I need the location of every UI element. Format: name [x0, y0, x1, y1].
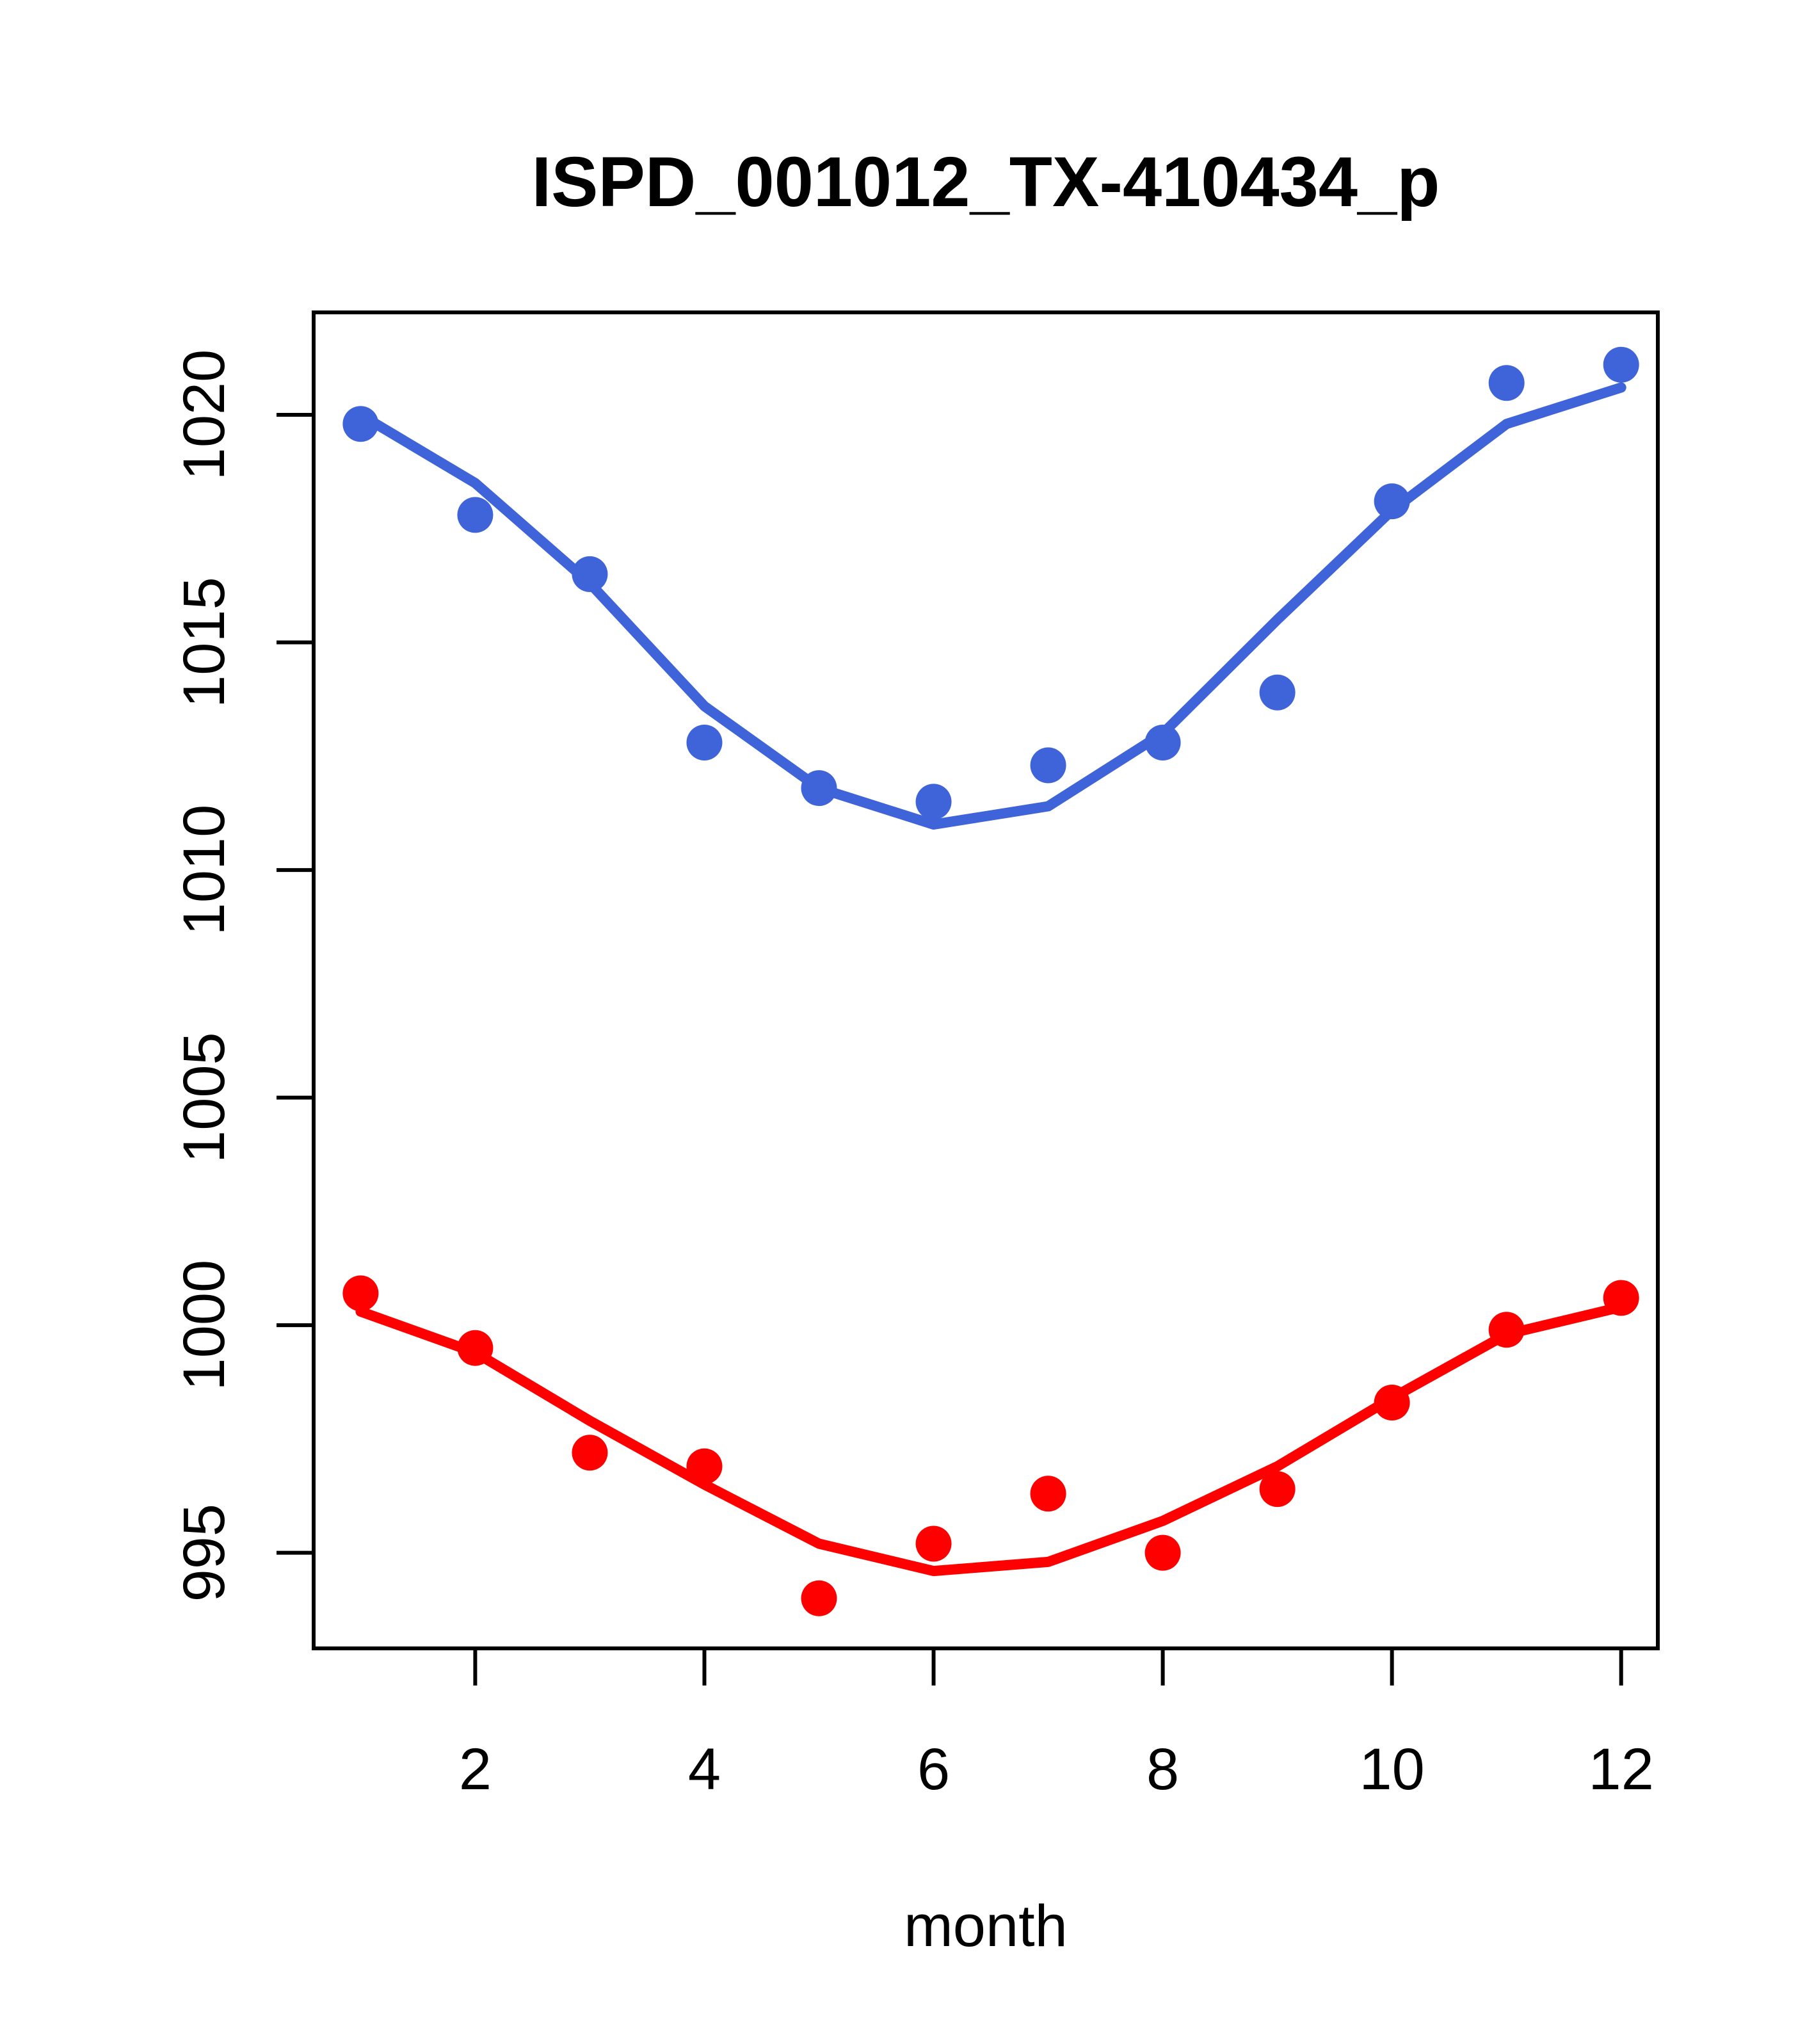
- series-1-point: [686, 724, 723, 760]
- axis-title-x: month: [904, 1894, 1068, 1959]
- x-tick-label: 4: [688, 1737, 721, 1802]
- series-1-point: [457, 497, 494, 533]
- x-tick-label: 12: [1589, 1737, 1654, 1802]
- series-2-point: [915, 1525, 952, 1562]
- series-1-smooth-line: [355, 382, 1626, 830]
- series-1-point: [1488, 365, 1525, 401]
- series-1-point: [1603, 346, 1639, 383]
- x-tick-label: 6: [917, 1737, 950, 1802]
- series-1-point: [1259, 674, 1296, 711]
- y-tick-label: 1010: [172, 805, 237, 936]
- series-layer: [342, 346, 1639, 1616]
- y-tick-label: 995: [172, 1504, 237, 1602]
- series-1-point: [1030, 747, 1066, 784]
- x-axis: 2 4 6 8 10 12: [459, 1648, 1654, 1802]
- series-2-point: [342, 1275, 379, 1312]
- plot-border: [312, 310, 1660, 1650]
- series-2-point: [1259, 1471, 1296, 1508]
- y-tick-label: 1005: [172, 1032, 237, 1163]
- series-1-point: [915, 784, 952, 820]
- y-tick-label: 1015: [172, 577, 237, 708]
- series-2-point: [1144, 1534, 1181, 1571]
- series-1-point: [1374, 483, 1410, 520]
- y-tick-label: 1000: [172, 1260, 237, 1391]
- y-tick-label: 1020: [172, 350, 237, 481]
- series-2-point: [801, 1580, 837, 1616]
- x-tick-label: 8: [1146, 1737, 1179, 1802]
- x-tick-label: 2: [459, 1737, 492, 1802]
- series-2-smooth-line: [355, 1301, 1626, 1577]
- series-2-point: [1030, 1476, 1066, 1512]
- y-axis: 995 1000 1005 1010 1015 1020: [172, 350, 314, 1602]
- chart-title: ISPD_001012_TX-410434_p: [532, 143, 1440, 221]
- series-1-point: [572, 556, 608, 592]
- x-tick-label: 10: [1359, 1737, 1424, 1802]
- series-2-point: [572, 1435, 608, 1471]
